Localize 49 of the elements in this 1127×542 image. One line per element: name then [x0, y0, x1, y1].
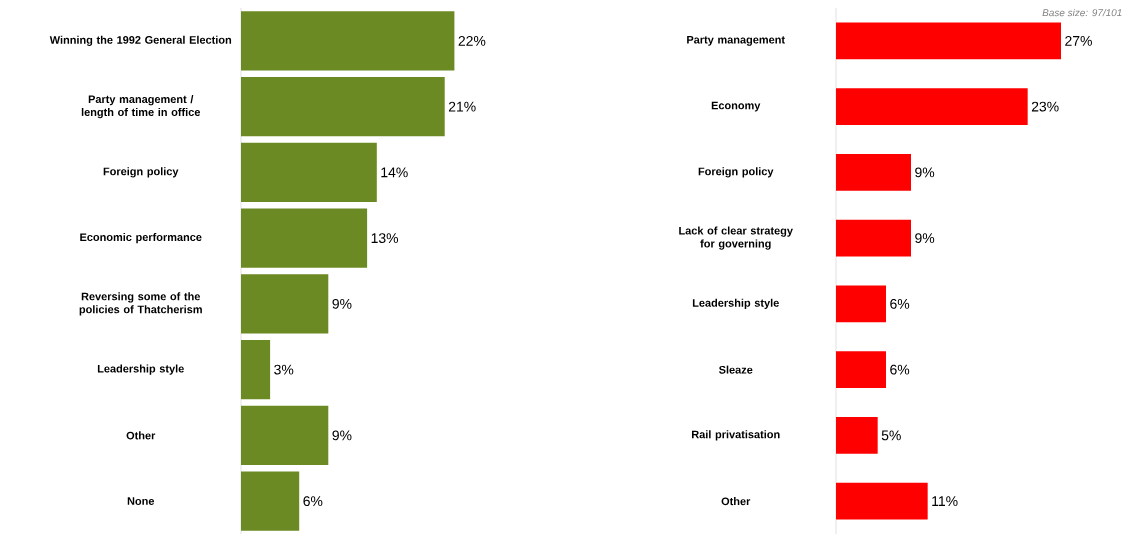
bar [836, 219, 912, 257]
y-tick-label: Foreign policy [698, 167, 774, 178]
bar [241, 471, 300, 531]
annotation: Base size: 97/101 [1042, 8, 1122, 17]
data-label: 21% [448, 101, 476, 112]
y-tick-label: Economic performance [80, 233, 202, 244]
data-label: 14% [381, 167, 408, 178]
bar [836, 153, 912, 191]
bar [241, 405, 329, 465]
data-label: 9% [915, 167, 935, 178]
y-tick-label: Leadership style [692, 298, 779, 309]
y-tick-label: Reversing some of the policies of Thatcherism [79, 292, 202, 316]
data-label: 6% [303, 496, 323, 507]
bar [836, 482, 928, 520]
data-label: 6% [890, 364, 910, 375]
y-tick-label: Rail privatisation [692, 430, 780, 441]
y-tick-label: None [127, 497, 155, 505]
y-tick-label: Leadership style [97, 364, 184, 375]
bar [241, 340, 271, 400]
y-tick-label: Party management / length of time in office [81, 95, 201, 119]
data-label: 9% [915, 233, 935, 244]
bar [836, 351, 887, 389]
y-tick-label: Economy [711, 101, 761, 112]
y-tick-label: Winning the 1992 General Election [49, 35, 232, 47]
bar [241, 208, 368, 268]
y-tick-label: Other [126, 431, 156, 440]
data-label: 27% [1065, 35, 1092, 46]
bar [241, 77, 445, 137]
data-label: 9% [332, 298, 352, 309]
bar [241, 11, 455, 71]
y-tick-label: Other [721, 497, 751, 506]
data-label: 11% [932, 496, 958, 506]
bar [241, 142, 377, 202]
bar [241, 274, 329, 334]
data-label: 13% [371, 233, 399, 244]
bar [836, 416, 878, 454]
bar [836, 285, 887, 323]
bar [836, 88, 1028, 126]
data-label: 3% [274, 364, 294, 375]
data-label: 5% [881, 430, 901, 441]
data-label: 6% [890, 298, 910, 309]
y-tick-label: Sleaze [718, 365, 753, 374]
y-tick-label: Foreign policy [103, 167, 179, 178]
y-tick-label: Party management [687, 35, 785, 46]
y-tick-label: Lack of clear strategy for governing [679, 226, 793, 250]
data-label: 9% [332, 430, 352, 441]
data-label: 23% [1031, 101, 1059, 112]
bar [836, 22, 1062, 60]
data-label: 22% [458, 35, 486, 46]
